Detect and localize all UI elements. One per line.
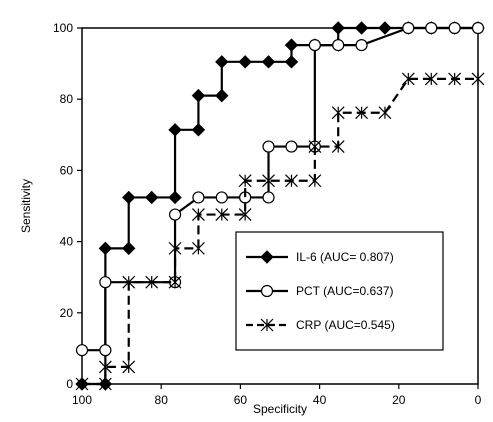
data-point-pct [192, 191, 205, 204]
legend-marker-pct [260, 284, 274, 298]
data-point-pct [285, 140, 298, 153]
data-point-crp [168, 275, 182, 289]
data-point-crp [168, 241, 182, 255]
data-point-pct [75, 344, 89, 357]
data-point-il6 [122, 241, 136, 256]
data-point-il6 [354, 21, 369, 35]
data-point-crp [308, 174, 322, 188]
series-crp [75, 72, 485, 391]
data-point-il6 [378, 21, 392, 35]
data-point-crp [424, 72, 438, 86]
data-point-il6 [238, 55, 252, 69]
data-point-crp [238, 174, 252, 188]
legend-label-pct: PCT (AUC=0.637) [296, 284, 393, 298]
data-point-il6 [261, 55, 276, 69]
data-point-crp [191, 241, 205, 255]
data-point-il6 [122, 190, 136, 205]
y-tick-label: 0 [66, 377, 73, 391]
legend-item-il6: IL-6 (AUC= 0.807) [246, 250, 394, 264]
legend-label-il6: IL-6 (AUC= 0.807) [296, 250, 394, 264]
y-axis-title: Sensitivity [19, 179, 33, 233]
data-point-pct [308, 38, 321, 52]
data-point-il6 [168, 190, 182, 205]
y-tick-label: 80 [60, 92, 74, 106]
data-point-il6 [215, 55, 229, 69]
data-point-crp [238, 208, 252, 221]
x-tick-label: 0 [475, 393, 482, 407]
data-point-crp [355, 106, 369, 120]
data-point-il6 [144, 190, 159, 205]
y-tick-label: 60 [60, 163, 74, 177]
data-point-crp [308, 140, 322, 153]
data-point-crp [401, 72, 415, 86]
data-point-il6 [284, 38, 299, 52]
data-point-pct [262, 191, 275, 204]
y-tick-label: 100 [53, 21, 73, 35]
data-point-crp [262, 174, 275, 188]
plot-border [81, 27, 479, 385]
data-point-pct [168, 208, 182, 221]
data-point-crp [378, 106, 392, 120]
data-point-crp [75, 377, 89, 391]
x-axis-title: Specificity [253, 402, 307, 416]
data-point-pct [332, 38, 345, 52]
data-point-crp [285, 174, 298, 188]
data-point-crp [98, 360, 112, 374]
y-tick-label: 20 [60, 306, 74, 320]
data-point-pct [402, 21, 415, 35]
legend-label-crp: CRP (AUC=0.545) [296, 318, 395, 332]
data-point-il6 [331, 21, 345, 35]
data-point-il6 [191, 123, 206, 137]
data-point-pct [99, 276, 112, 289]
data-point-pct [355, 38, 368, 52]
data-point-crp [215, 208, 229, 221]
data-point-crp [98, 377, 112, 391]
data-point-crp [448, 72, 462, 86]
legend: IL-6 (AUC= 0.807) PCT (AUC=0.637) CRP (AUC… [235, 231, 444, 351]
x-tick-label: 20 [392, 393, 406, 407]
x-tick-label: 100 [72, 393, 92, 407]
series-layer [75, 21, 485, 391]
data-point-pct [425, 21, 438, 35]
data-point-pct [262, 140, 275, 153]
x-tick-label: 60 [234, 393, 248, 407]
legend-item-crp: CRP (AUC=0.545) [246, 318, 395, 332]
data-point-crp [331, 106, 345, 120]
data-point-crp [122, 360, 136, 374]
x-tick-label: 40 [313, 393, 327, 407]
data-point-crp [122, 275, 136, 289]
legend-item-pct: PCT (AUC=0.637) [246, 284, 393, 298]
y-tick-label: 40 [60, 235, 74, 249]
legend-marker-il6 [260, 250, 274, 264]
data-point-il6 [191, 88, 206, 103]
legend-marker-crp [260, 318, 274, 332]
data-point-pct [215, 191, 228, 204]
data-point-crp [471, 72, 485, 86]
data-point-pct [99, 344, 112, 357]
data-point-crp [145, 275, 159, 289]
axis-ticks: 100 80 60 40 20 0 0 20 40 60 80 100 [53, 21, 482, 407]
data-point-crp [191, 208, 205, 221]
data-point-il6 [215, 88, 229, 103]
data-point-pct [448, 21, 461, 35]
data-point-pct [471, 21, 485, 35]
plot-frame [81, 27, 479, 385]
data-point-il6 [284, 55, 299, 69]
data-point-il6 [168, 123, 182, 137]
data-point-crp [331, 140, 345, 153]
data-point-il6 [98, 241, 113, 256]
x-tick-label: 80 [155, 393, 169, 407]
